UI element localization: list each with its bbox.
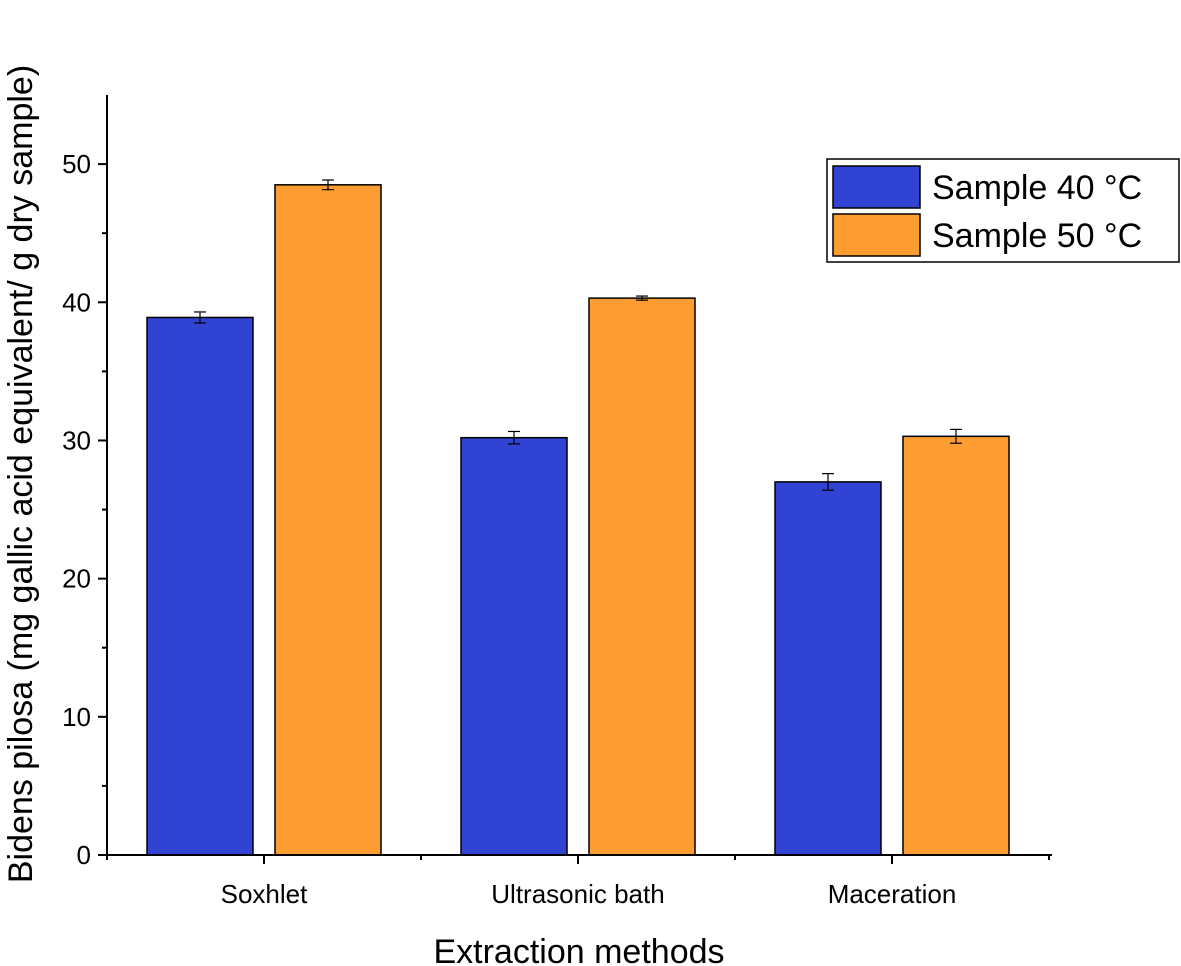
y-axis-title: Bidens pilosa (mg gallic acid equivalent…	[2, 65, 40, 883]
error-bars-layer	[194, 179, 962, 491]
x-axis-title: Extraction methods	[433, 933, 724, 966]
y-ticks: 0 10 20 30 40 50	[62, 149, 107, 870]
legend-label: Sample 50 °C	[932, 217, 1142, 255]
y-tick-label: 40	[62, 287, 91, 317]
x-tick-label: Maceration	[828, 879, 957, 909]
y-tick-label: 20	[62, 564, 91, 594]
bars-layer	[146, 184, 1010, 856]
legend-swatch	[832, 165, 921, 209]
bar	[774, 481, 882, 856]
y-tick-label: 30	[62, 425, 91, 455]
bar	[460, 436, 568, 856]
bar	[902, 435, 1010, 856]
legend: Sample 40 °C Sample 50 °C	[826, 158, 1180, 263]
bar	[274, 184, 382, 856]
y-tick-label: 10	[62, 702, 91, 732]
x-tick-label: Ultrasonic bath	[491, 879, 664, 909]
bar	[588, 297, 696, 856]
x-ticks: Soxhlet Ultrasonic bath Maceration	[106, 855, 1050, 909]
legend-label: Sample 40 °C	[932, 169, 1142, 207]
y-tick-label: 0	[77, 840, 91, 870]
legend-swatch	[832, 213, 921, 257]
bar	[146, 316, 254, 856]
x-tick-label: Soxhlet	[221, 879, 308, 909]
y-tick-label: 50	[62, 149, 91, 179]
